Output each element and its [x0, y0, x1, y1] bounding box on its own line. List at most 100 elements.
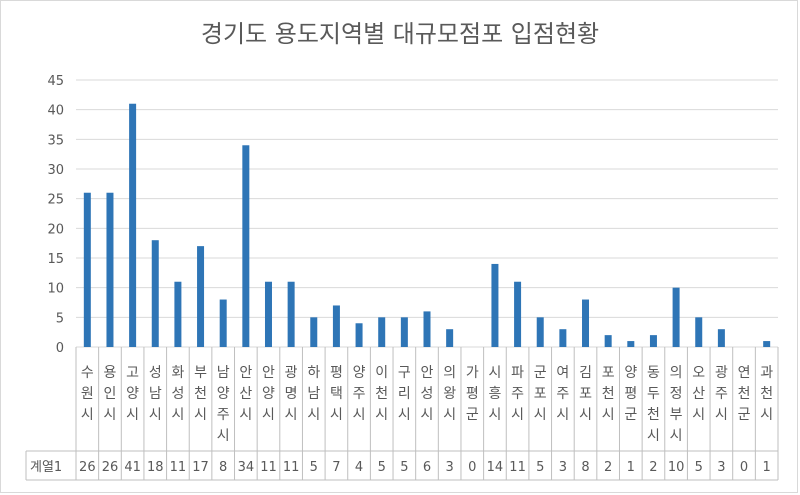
bar [604, 335, 612, 347]
y-tick-label: 45 [47, 74, 64, 89]
bar [242, 145, 250, 347]
bar [83, 192, 91, 347]
data-table-value: 11 [283, 460, 300, 475]
data-table-value: 11 [170, 460, 187, 475]
data-table-value: 4 [355, 460, 363, 475]
chart-title: 경기도 용도지역별 대규모점포 입점현황 [200, 20, 600, 48]
data-table-value: 5 [378, 460, 386, 475]
bar [582, 299, 590, 347]
bar [219, 299, 227, 347]
bar [423, 311, 431, 347]
data-table-value: 8 [581, 460, 589, 475]
data-table-value: 1 [627, 460, 635, 475]
data-table-value: 14 [487, 460, 504, 475]
data-table-value: 26 [79, 460, 96, 475]
data-table-value: 1 [763, 460, 771, 475]
data-table-value: 3 [717, 460, 725, 475]
y-tick-label: 0 [56, 341, 64, 356]
data-table-value: 2 [604, 460, 612, 475]
data-table-value: 5 [695, 460, 703, 475]
data-table-value: 2 [649, 460, 657, 475]
bar [264, 281, 272, 347]
data-table-value: 6 [423, 460, 431, 475]
bar [672, 287, 680, 347]
bar [649, 335, 657, 347]
bar [174, 281, 182, 347]
bar [514, 281, 522, 347]
data-table-value: 17 [192, 460, 209, 475]
y-tick-label: 20 [47, 222, 64, 237]
data-table-value: 8 [219, 460, 227, 475]
bar [695, 317, 703, 347]
bar [446, 329, 454, 347]
bar [287, 281, 295, 347]
bar [129, 103, 137, 347]
bar [627, 341, 635, 347]
bar [151, 240, 159, 347]
y-tick-label: 25 [47, 193, 64, 208]
bar [491, 263, 499, 347]
data-table-value: 3 [446, 460, 454, 475]
y-tick-label: 15 [47, 252, 64, 267]
y-tick-label: 35 [47, 133, 64, 148]
bar [717, 329, 725, 347]
data-table-value: 11 [260, 460, 277, 475]
y-tick-label: 5 [56, 311, 64, 326]
data-table-value: 26 [102, 460, 119, 475]
bar [536, 317, 544, 347]
bar [310, 317, 318, 347]
data-table-value: 0 [468, 460, 476, 475]
data-table-value: 3 [559, 460, 567, 475]
bar [763, 341, 771, 347]
bar [559, 329, 567, 347]
data-table-value: 5 [536, 460, 544, 475]
bar [332, 305, 340, 347]
bar [400, 317, 408, 347]
bar [197, 246, 205, 347]
bar [355, 323, 363, 347]
data-table-value: 0 [740, 460, 748, 475]
data-table-value: 34 [238, 460, 255, 475]
bar [106, 192, 114, 347]
y-tick-label: 40 [47, 104, 64, 119]
data-table-value: 7 [332, 460, 340, 475]
data-table-value: 18 [147, 460, 164, 475]
bar [378, 317, 386, 347]
data-table-value: 5 [310, 460, 318, 475]
y-tick-label: 10 [47, 282, 64, 297]
data-table-value: 11 [509, 460, 526, 475]
data-table-value: 10 [668, 460, 685, 475]
